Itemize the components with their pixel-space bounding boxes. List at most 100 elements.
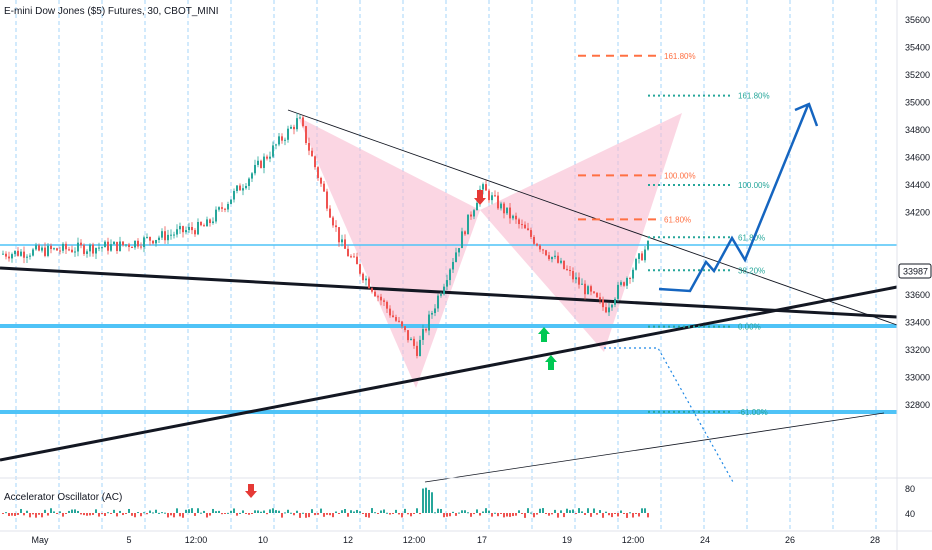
candle-body: [455, 252, 457, 262]
candle-body: [77, 242, 79, 252]
ac-bar: [257, 510, 259, 513]
candle-body: [278, 136, 280, 145]
candle-body: [575, 277, 577, 280]
candle-body: [431, 313, 433, 315]
candle-body: [548, 255, 550, 260]
ac-bar: [227, 512, 229, 514]
candle-body: [314, 156, 316, 168]
ac-bar: [644, 508, 646, 513]
ac-bar: [284, 512, 286, 514]
trendline-black-thick-descending[interactable]: [0, 266, 898, 319]
ac-bar: [575, 513, 577, 514]
trendline-black-thick-ascending[interactable]: [0, 285, 898, 462]
candle-body: [17, 250, 19, 256]
ac-bar: [197, 508, 199, 513]
candle-body: [494, 195, 496, 197]
candle-body: [503, 203, 505, 214]
ac-bar: [560, 510, 562, 513]
ac-bar: [323, 513, 325, 517]
candle-body: [266, 156, 268, 159]
ac-bar: [407, 513, 409, 515]
indicator-down-arrow: [245, 484, 257, 498]
candle-body: [29, 255, 31, 257]
ac-bar: [242, 510, 244, 513]
indicator-tick-40: 40: [905, 509, 915, 519]
candle-body: [107, 241, 109, 251]
candle-body: [401, 321, 403, 327]
ac-bar: [539, 508, 541, 513]
ac-bar: [572, 509, 574, 513]
candle-body: [302, 117, 304, 127]
ac-bar: [299, 513, 301, 518]
ac-bar: [266, 513, 268, 515]
ac-bar: [332, 513, 334, 518]
ac-bar: [551, 513, 553, 515]
price-axis[interactable]: 35600 35400 35200 35000 34800 34600 34400 34200…: [905, 15, 930, 410]
candle-body: [512, 215, 514, 219]
ac-bar: [503, 513, 505, 518]
ac-bar: [29, 513, 31, 518]
candle-body: [374, 291, 376, 297]
candle-body: [92, 244, 94, 254]
ac-bar: [158, 512, 160, 514]
candle-body: [557, 255, 559, 263]
time-tick-7: 19: [562, 535, 572, 545]
ac-bar: [218, 510, 220, 513]
candle-body: [638, 253, 640, 259]
ac-bar: [623, 513, 625, 514]
trendline-ascending-thin[interactable]: [424, 412, 885, 483]
candle-body: [173, 234, 175, 236]
pattern-triangle-right[interactable]: [480, 113, 682, 352]
candle-body: [95, 247, 97, 254]
candle-body: [566, 268, 568, 270]
ac-bar: [497, 513, 499, 517]
ac-bar: [5, 512, 7, 514]
candle-body: [380, 296, 382, 301]
ac-bar: [86, 513, 88, 516]
ac-bar: [8, 513, 10, 517]
candle-body: [224, 208, 226, 210]
ac-bar: [365, 513, 367, 518]
trendline-descending-thin[interactable]: [287, 109, 898, 326]
ac-bar: [56, 513, 58, 514]
pattern-triangle-left[interactable]: [298, 117, 480, 388]
time-tick-2: 12:00: [185, 535, 208, 545]
candle-body: [149, 236, 151, 241]
ac-bar: [320, 508, 322, 513]
ac-bar: [596, 513, 598, 515]
candle-body: [410, 338, 412, 341]
ac-bar: [155, 509, 157, 513]
harmonic-pattern[interactable]: [298, 113, 682, 388]
ac-bar: [296, 510, 298, 513]
candle-body: [65, 243, 67, 250]
fib-levels-teal[interactable]: 161.80% 100.00% 61.80% 38.20% 0.00% -61.00%: [648, 92, 770, 417]
candle-body: [449, 269, 451, 281]
candle-body: [527, 228, 529, 231]
time-tick-8: 12:00: [622, 535, 645, 545]
candle-body: [203, 225, 205, 227]
projection-path-up[interactable]: [658, 104, 810, 293]
candle-body: [473, 210, 475, 217]
ac-bar: [101, 513, 103, 514]
candle-body: [233, 190, 235, 200]
ac-bar: [425, 487, 427, 513]
ac-bar: [275, 510, 277, 513]
candle-body: [404, 326, 406, 331]
time-axis[interactable]: May 5 12:00 10 12 12:00 17 19 12:00 24 26 28: [31, 535, 880, 545]
ac-bar: [620, 510, 622, 513]
ac-bar: [182, 513, 184, 518]
fib-levels-orange[interactable]: 161.80% 100.00% 61.80%: [578, 52, 696, 225]
ac-bar: [110, 513, 112, 514]
candle-body: [218, 207, 220, 210]
ac-bar: [341, 510, 343, 513]
vertical-gridlines: [15, 0, 877, 531]
candle-body: [647, 240, 649, 250]
candle-body: [239, 185, 241, 191]
projection-dotted-down[interactable]: [604, 347, 734, 483]
ac-bar: [593, 508, 595, 513]
candle-body: [284, 139, 286, 141]
ac-bar: [140, 513, 142, 517]
ac-bar: [413, 513, 415, 515]
candle-body: [119, 241, 121, 251]
